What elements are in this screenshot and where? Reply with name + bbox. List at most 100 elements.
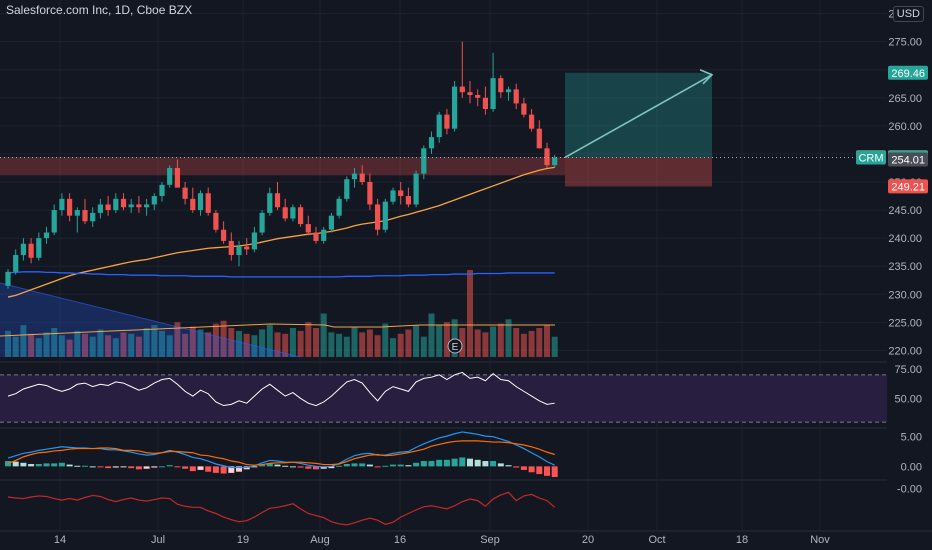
- candle-body: [521, 103, 527, 115]
- y-tick-label: 240.00: [888, 233, 922, 245]
- volume-bar: [197, 329, 204, 357]
- candle-body: [452, 86, 458, 129]
- macd-histogram-bar: [443, 459, 450, 467]
- volume-bar: [282, 333, 289, 357]
- candle: [290, 204, 296, 222]
- candle-body: [67, 198, 73, 216]
- x-tick-label: 19: [237, 534, 249, 546]
- price-label-value: 269.46: [891, 68, 925, 80]
- macd-histogram-bar: [544, 466, 550, 476]
- macd-histogram-bar: [20, 462, 27, 467]
- currency-selector[interactable]: USD: [892, 6, 924, 22]
- loss-zone: [565, 157, 712, 187]
- candle-body: [467, 92, 473, 95]
- volume-bar: [528, 330, 535, 357]
- macd-histogram-bar: [128, 466, 135, 469]
- macd-histogram-bar: [382, 465, 389, 467]
- macd-histogram-bar: [459, 457, 466, 467]
- candle-body: [459, 86, 465, 93]
- candle-body: [20, 243, 26, 255]
- volume-bar: [474, 329, 481, 357]
- volume-bar: [436, 325, 443, 357]
- candle: [120, 193, 127, 211]
- candle: [521, 97, 527, 118]
- volume-bar: [151, 325, 158, 357]
- volume-bar: [382, 323, 389, 357]
- x-tick-label: 20: [582, 534, 594, 546]
- volume-bar: [451, 319, 458, 357]
- volume-bar: [351, 326, 358, 357]
- candle: [328, 212, 334, 233]
- candle-body: [5, 271, 11, 286]
- candle-body: [421, 148, 427, 174]
- macd-histogram-bar: [143, 466, 150, 469]
- volume-bar: [420, 336, 427, 357]
- volume-bar: [189, 326, 196, 357]
- macd-histogram-bar: [135, 466, 142, 470]
- volume-bar: [544, 325, 550, 357]
- rsi-line: [7, 371, 555, 407]
- volume-bar: [374, 335, 381, 357]
- macd-histogram-bar: [228, 466, 235, 473]
- signal-line: [7, 440, 555, 466]
- volume-bar: [497, 323, 504, 357]
- macd-histogram-bar: [5, 461, 11, 467]
- volume-bar: [159, 330, 165, 357]
- macd-histogram-bar: [413, 462, 420, 467]
- volume-bar: [182, 333, 189, 357]
- candle: [367, 173, 373, 211]
- candle-body: [159, 184, 165, 197]
- earnings-marker: E: [447, 338, 463, 354]
- candle: [128, 198, 134, 213]
- candle-body: [197, 193, 204, 211]
- volume-bar: [305, 322, 312, 357]
- macd-histogram-bar: [112, 466, 119, 468]
- candle: [244, 238, 250, 255]
- candle-body: [97, 204, 103, 213]
- x-tick-label: Sep: [480, 534, 500, 546]
- candle-body: [482, 97, 488, 110]
- candle-body: [436, 114, 442, 138]
- macd-histogram-bar: [513, 466, 520, 468]
- candle: [529, 109, 535, 132]
- long-position-tool[interactable]: [564, 69, 714, 187]
- volume-bar: [174, 322, 181, 357]
- candle: [552, 155, 558, 168]
- candle: [390, 187, 396, 205]
- macd-histogram-bar: [97, 466, 104, 468]
- candle-body: [259, 212, 265, 233]
- volume-bar: [89, 336, 96, 357]
- price-label: 249.21: [888, 179, 928, 194]
- candle-body: [43, 232, 50, 239]
- y-tick-label: 235.00: [888, 261, 922, 273]
- macd-histogram-bar: [328, 466, 335, 469]
- candle-body: [13, 254, 19, 272]
- candle: [490, 52, 496, 112]
- candle: [405, 187, 411, 208]
- x-tick-label: 18: [736, 534, 748, 546]
- candle-body: [490, 78, 496, 110]
- macd-histogram-bar: [43, 463, 50, 467]
- candle: [267, 187, 273, 216]
- macd-histogram-bar: [274, 464, 281, 467]
- volume-bar: [459, 328, 466, 357]
- candle: [344, 176, 350, 202]
- x-tick-label: Aug: [310, 534, 330, 546]
- chart-title: Salesforce.com Inc, 1D, Cboe BZX: [6, 3, 193, 17]
- grid: [0, 0, 887, 530]
- price-label-tag-bg: [856, 150, 886, 165]
- volume-bar: [20, 325, 27, 357]
- volume-bar: [366, 329, 373, 357]
- candle-body: [367, 182, 373, 205]
- volume-bar: [105, 335, 112, 357]
- candle-body: [151, 196, 157, 205]
- y-tick-label: 275.00: [888, 37, 922, 49]
- candle: [251, 226, 257, 253]
- candle: [298, 204, 304, 227]
- macd-histogram-bar: [305, 466, 312, 469]
- macd-histogram-bar: [397, 464, 404, 467]
- candle-body: [336, 198, 342, 216]
- volume-bar: [51, 328, 58, 357]
- candle-body: [505, 89, 512, 93]
